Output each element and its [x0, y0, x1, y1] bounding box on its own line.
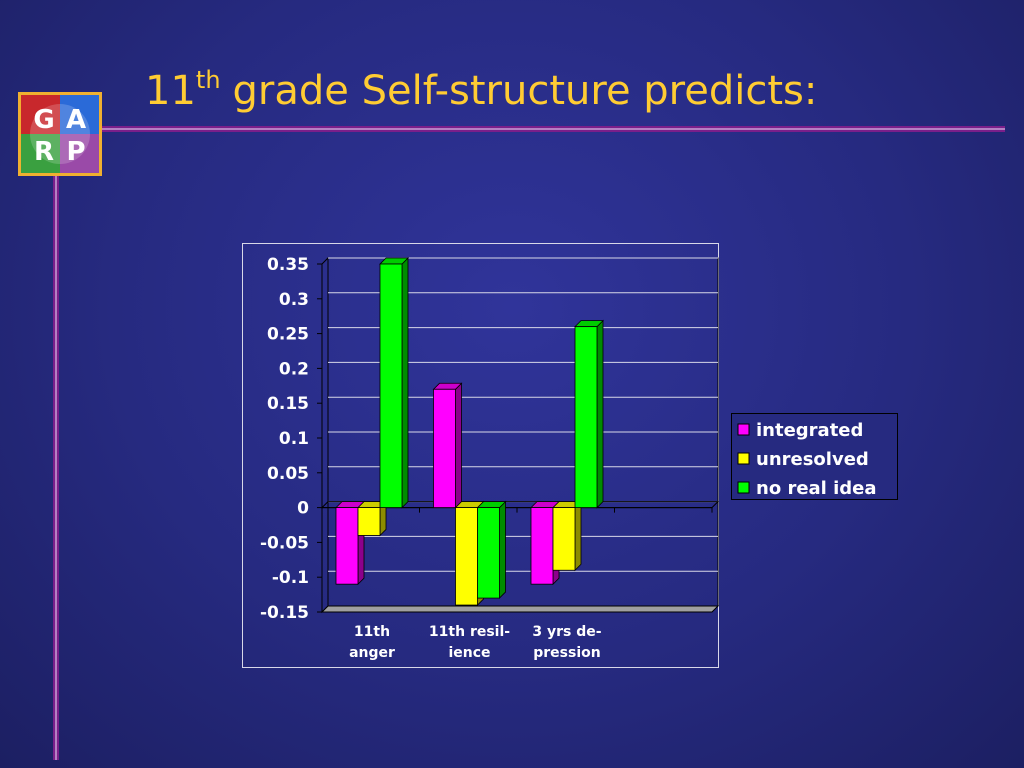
- y-tick-label: 0: [297, 499, 309, 519]
- y-tick-label: -0.15: [260, 603, 309, 623]
- bar: [335, 507, 359, 585]
- y-tick-label: 0.1: [279, 429, 309, 449]
- logo-letter: A: [66, 105, 86, 135]
- chart-frame: [242, 243, 719, 668]
- slide-title: 11th grade Self-structure predicts:: [145, 68, 817, 114]
- legend: [731, 413, 898, 500]
- y-tick-label: -0.05: [260, 533, 309, 553]
- logo: G A R P: [18, 92, 102, 176]
- legend-label: no real idea: [756, 478, 877, 499]
- plot-wall: [321, 256, 329, 614]
- y-tick-label: 0.35: [267, 255, 309, 275]
- bar-side: [499, 500, 506, 600]
- x-tick-label: 11th anger: [349, 624, 395, 661]
- logo-quadrant: [60, 134, 99, 173]
- y-tick-label: 0.2: [279, 359, 309, 379]
- legend-swatch: [737, 452, 750, 465]
- title-main: 11: [145, 68, 196, 114]
- logo-quadrant: [21, 95, 60, 134]
- bar: [552, 507, 576, 571]
- y-tick-label: -0.1: [272, 568, 309, 588]
- bar: [433, 388, 456, 508]
- y-tick-label: 0.3: [279, 290, 309, 310]
- x-tick-label: 3 yrs de- pression: [532, 624, 602, 661]
- bar-side: [574, 500, 582, 572]
- bar: [530, 507, 554, 585]
- title-superscript: th: [195, 66, 221, 94]
- legend-swatch: [737, 423, 750, 436]
- logo-quadrant: [21, 134, 60, 173]
- legend-swatch: [737, 481, 750, 494]
- title-rest: grade Self-structure predicts:: [232, 68, 818, 114]
- bar: [455, 507, 478, 606]
- logo-letter: P: [66, 137, 85, 167]
- bar-side: [401, 257, 409, 509]
- bar: [379, 263, 403, 509]
- y-tick-label: 0.15: [267, 394, 309, 414]
- x-tick-label: 11th resil- ience: [428, 624, 511, 661]
- bar: [477, 507, 500, 599]
- logo-letter: G: [33, 105, 54, 135]
- bar-side: [596, 319, 604, 509]
- bar: [357, 507, 381, 536]
- logo-circle: [30, 104, 90, 164]
- logo-quadrant: [60, 95, 99, 134]
- legend-label: unresolved: [756, 449, 869, 470]
- y-tick-label: 0.25: [267, 325, 309, 345]
- legend-label: integrated: [756, 420, 863, 441]
- logo-letter: R: [34, 137, 54, 167]
- bar: [574, 326, 598, 509]
- plot-floor: [320, 605, 720, 613]
- bar-side: [455, 382, 462, 509]
- y-tick-label: 0.05: [267, 464, 309, 484]
